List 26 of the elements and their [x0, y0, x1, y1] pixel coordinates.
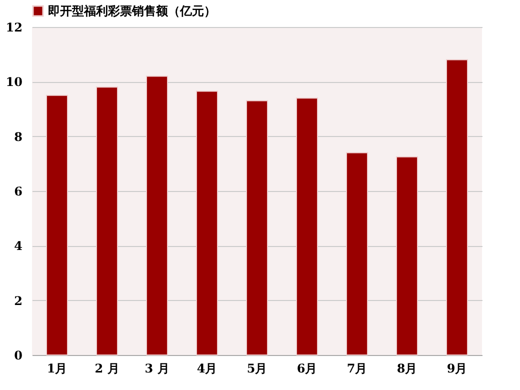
y-tick-label: 12: [6, 20, 22, 34]
x-tick-label: 2 月: [94, 362, 120, 376]
y-tick-label: 10: [6, 75, 22, 90]
y-tick-label: 4: [14, 239, 22, 254]
bar: [346, 152, 368, 356]
x-tick-label: 1月: [46, 362, 68, 376]
x-tick-label: 9月: [446, 362, 468, 376]
y-tick-label: 6: [14, 184, 22, 198]
x-tick-label: 6月: [296, 362, 318, 376]
x-tick-label: 5月: [246, 362, 268, 376]
y-tick-label: 2: [14, 294, 22, 308]
bar: [296, 98, 318, 356]
x-tick-label: 8月: [396, 362, 418, 376]
bar: [196, 90, 218, 356]
x-tick-label: 4月: [196, 362, 218, 376]
bar: [96, 86, 118, 356]
legend-label: 即开型福利彩票销售额（亿元）: [48, 4, 216, 18]
x-tick-label: 3 月: [144, 362, 170, 376]
y-tick-label: 0: [14, 348, 22, 362]
bar: [446, 59, 468, 356]
y-tick-label: 8: [14, 130, 22, 144]
bar: [246, 100, 268, 356]
bar: [46, 94, 68, 356]
x-tick-label: 7月: [346, 362, 368, 376]
bar: [146, 76, 168, 356]
bar: [396, 156, 418, 356]
